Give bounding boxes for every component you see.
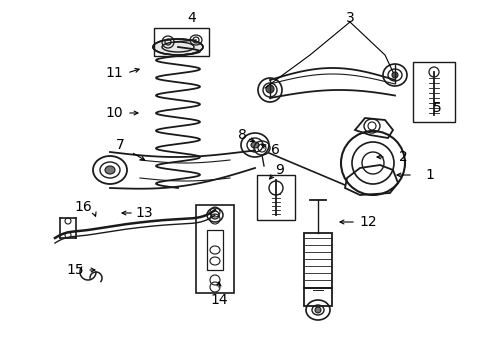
Ellipse shape	[153, 39, 203, 55]
Bar	[196, 205, 234, 293]
Text: 15: 15	[66, 263, 83, 277]
Text: 10: 10	[105, 106, 122, 120]
Bar	[304, 233, 331, 288]
Text: 2: 2	[398, 150, 407, 164]
Text: 3: 3	[345, 11, 354, 25]
Text: 7: 7	[115, 138, 124, 152]
Bar	[412, 62, 454, 122]
Ellipse shape	[314, 307, 320, 313]
Bar	[206, 230, 223, 270]
Ellipse shape	[105, 166, 115, 174]
Text: 11: 11	[105, 66, 122, 80]
Text: 5: 5	[432, 101, 441, 115]
Text: 12: 12	[359, 215, 376, 229]
Text: 6: 6	[270, 143, 279, 157]
Text: 8: 8	[237, 128, 246, 142]
Ellipse shape	[265, 85, 273, 93]
Bar	[257, 175, 294, 220]
Bar	[304, 288, 331, 306]
Text: 14: 14	[210, 293, 227, 307]
Text: 4: 4	[187, 11, 196, 25]
Text: 16: 16	[74, 200, 92, 214]
Text: 1: 1	[425, 168, 433, 182]
Ellipse shape	[250, 142, 259, 148]
Ellipse shape	[391, 72, 397, 78]
Text: 9: 9	[275, 163, 284, 177]
Bar	[154, 28, 208, 56]
Text: 13: 13	[135, 206, 153, 220]
